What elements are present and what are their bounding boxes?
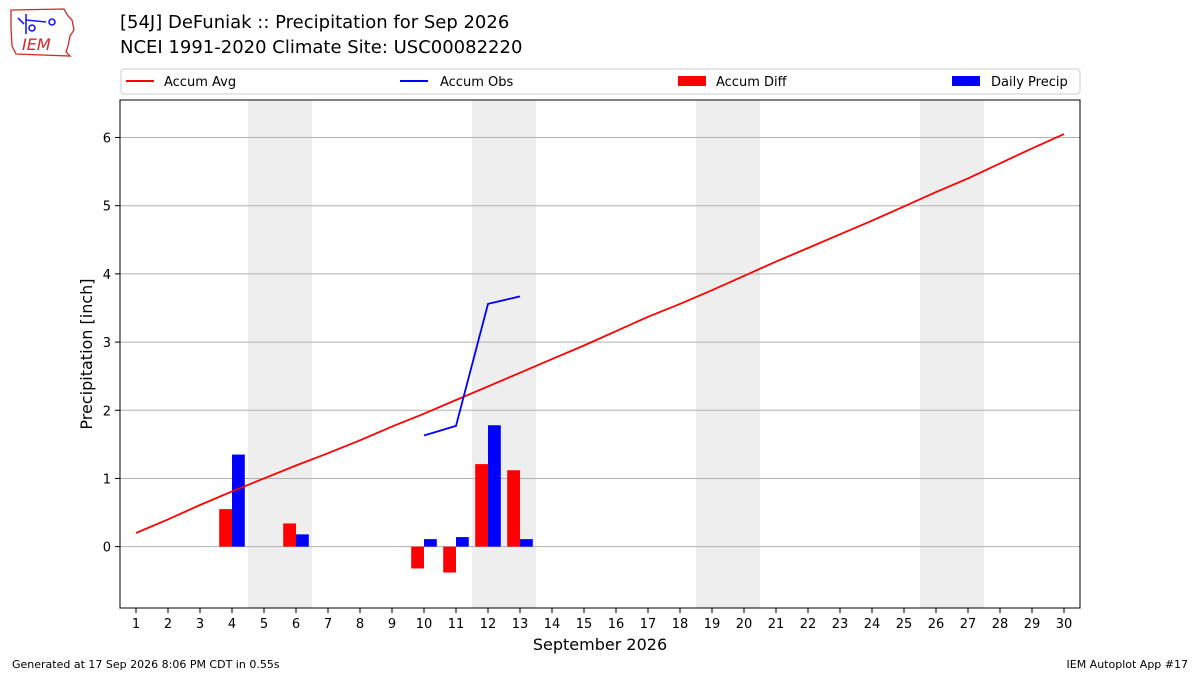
y-tick-label-0: 0 xyxy=(103,541,111,556)
legend-swatch-accum-diff xyxy=(678,76,706,86)
accum-diff-bar-day-11 xyxy=(443,546,456,573)
daily-precip-bar-day-10 xyxy=(424,539,437,547)
y-tick-label-5: 5 xyxy=(103,200,111,215)
y-tick-label-4: 4 xyxy=(103,268,111,283)
plot-frame xyxy=(119,99,1081,609)
y-tick-label-3: 3 xyxy=(103,336,111,351)
x-tick-label-3: 3 xyxy=(196,617,204,632)
x-tick-label-6: 6 xyxy=(292,617,300,632)
x-tick-label-24: 24 xyxy=(864,617,881,632)
x-tick-label-7: 7 xyxy=(324,617,332,632)
chart-title: [54J] DeFuniak :: Precipitation for Sep … xyxy=(120,12,510,33)
legend-swatch-daily-precip xyxy=(952,76,980,86)
legend-label-accum-avg: Accum Avg xyxy=(164,75,236,90)
accum-diff-bar-day-13 xyxy=(507,470,520,547)
weekend-band-5 xyxy=(248,100,280,608)
x-tick-label-2: 2 xyxy=(164,617,172,632)
x-tick-label-10: 10 xyxy=(416,617,433,632)
accum-diff-bar-day-6 xyxy=(283,523,296,547)
x-tick-label-30: 30 xyxy=(1056,617,1073,632)
x-tick-label-26: 26 xyxy=(928,617,945,632)
x-tick-label-16: 16 xyxy=(608,617,625,632)
x-tick-label-21: 21 xyxy=(768,617,785,632)
y-gridlines xyxy=(120,137,1080,548)
iem-logo: IEM xyxy=(10,8,75,57)
x-tick-label-12: 12 xyxy=(480,617,497,632)
y-axis-ticks: 0 1 2 3 4 5 6 xyxy=(103,132,120,556)
legend: Accum Avg Accum Obs Accum Diff Daily Precip xyxy=(120,68,1081,95)
x-tick-label-14: 14 xyxy=(544,617,561,632)
x-tick-label-9: 9 xyxy=(388,617,396,632)
weekend-band-6 xyxy=(280,100,312,608)
x-axis-label: September 2026 xyxy=(533,635,667,654)
accum-diff-bar-day-4 xyxy=(219,509,232,547)
legend-label-accum-diff: Accum Diff xyxy=(716,75,788,90)
iowa-outline-icon xyxy=(10,8,75,57)
accum-diff-bar-day-10 xyxy=(411,546,424,569)
weather-station-icon xyxy=(17,14,56,34)
weekend-band-19 xyxy=(696,100,728,608)
weekend-band-26 xyxy=(920,100,952,608)
x-tick-label-19: 19 xyxy=(704,617,721,632)
legend-label-accum-obs: Accum Obs xyxy=(440,75,513,90)
x-tick-label-20: 20 xyxy=(736,617,753,632)
accum-diff-bar-day-12 xyxy=(475,464,488,547)
accum-obs-line xyxy=(423,295,521,437)
bars xyxy=(219,425,533,573)
x-tick-label-22: 22 xyxy=(800,617,817,632)
x-tick-label-4: 4 xyxy=(228,617,236,632)
x-tick-label-15: 15 xyxy=(576,617,593,632)
x-tick-label-11: 11 xyxy=(448,617,465,632)
generated-timestamp: Generated at 17 Sep 2026 8:06 PM CDT in … xyxy=(12,658,280,671)
daily-precip-bar-day-13 xyxy=(520,539,533,547)
daily-precip-bar-day-4 xyxy=(232,454,245,547)
x-tick-label-8: 8 xyxy=(356,617,364,632)
weekend-band-27 xyxy=(952,100,984,608)
legend-box xyxy=(120,68,1081,95)
daily-precip-bar-day-12 xyxy=(488,425,501,547)
daily-precip-bar-day-6 xyxy=(296,534,309,547)
y-tick-label-1: 1 xyxy=(103,472,111,487)
x-tick-label-29: 29 xyxy=(1024,617,1041,632)
x-tick-label-13: 13 xyxy=(512,617,529,632)
weekend-band-20 xyxy=(728,100,760,608)
weekend-shading xyxy=(248,100,984,608)
x-tick-label-27: 27 xyxy=(960,617,977,632)
x-axis-ticks: 1 2 3 4 5 6 7 8 9 10 11 12 13 14 15 16 17 18 19 20 21 22 23 24 2… xyxy=(132,608,1072,632)
x-tick-label-28: 28 xyxy=(992,617,1009,632)
x-tick-label-17: 17 xyxy=(640,617,657,632)
x-tick-label-23: 23 xyxy=(832,617,849,632)
app-credit: IEM Autoplot App #17 xyxy=(1066,658,1189,671)
accum-avg-line xyxy=(135,133,1065,534)
legend-label-daily-precip: Daily Precip xyxy=(991,75,1068,90)
x-tick-label-18: 18 xyxy=(672,617,689,632)
chart-subtitle: NCEI 1991-2020 Climate Site: USC00082220 xyxy=(120,37,523,58)
lines xyxy=(135,133,1065,534)
y-tick-label-2: 2 xyxy=(103,404,111,419)
daily-precip-bar-day-11 xyxy=(456,537,469,547)
y-axis-label: Precipitation [inch] xyxy=(77,278,96,429)
x-tick-label-25: 25 xyxy=(896,617,913,632)
x-tick-label-1: 1 xyxy=(132,617,140,632)
x-tick-label-5: 5 xyxy=(260,617,268,632)
y-tick-label-6: 6 xyxy=(103,132,111,147)
logo-text: IEM xyxy=(22,35,51,54)
